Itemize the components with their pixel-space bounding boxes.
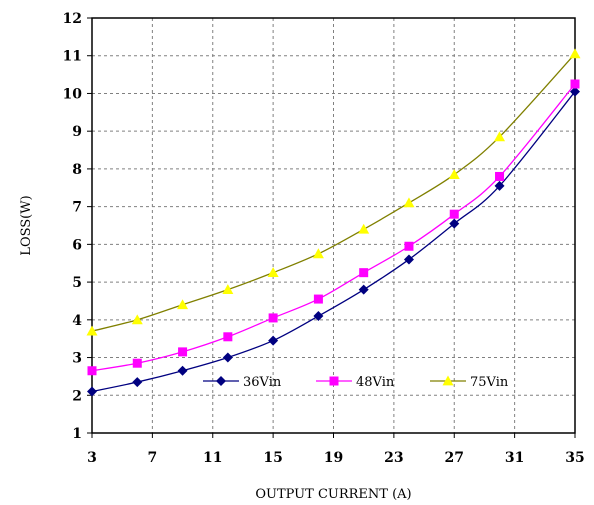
y-tick-label: 10	[63, 86, 83, 102]
data-point-75Vin	[86, 325, 98, 336]
data-point-75Vin	[131, 314, 143, 325]
data-point-36Vin	[449, 218, 460, 229]
x-axis-ticks: 3 7 11 15 19 23 27 31 35	[87, 433, 585, 466]
x-tick-label: 3	[87, 450, 97, 466]
data-point-75Vin	[494, 131, 506, 142]
data-point-36Vin	[132, 377, 143, 388]
y-tick-label: 3	[72, 351, 82, 367]
legend: 36Vin 48Vin 75Vin	[203, 375, 509, 390]
y-tick-label: 9	[72, 124, 82, 140]
y-tick-label: 7	[72, 200, 82, 216]
data-point-48Vin	[223, 332, 233, 342]
data-point-48Vin	[404, 241, 414, 251]
y-tick-label: 11	[63, 49, 82, 65]
series-markers	[86, 48, 581, 397]
series-line-75Vin	[91, 53, 576, 332]
x-axis-title: OUTPUT CURRENT (A)	[255, 487, 411, 502]
data-point-48Vin	[570, 79, 580, 89]
y-tick-label: 1	[72, 426, 82, 442]
data-point-36Vin	[570, 86, 580, 97]
y-tick-label: 2	[72, 388, 82, 404]
x-tick-label: 27	[445, 450, 464, 466]
data-point-48Vin	[449, 209, 459, 219]
data-point-75Vin	[448, 169, 460, 179]
data-point-36Vin	[87, 386, 97, 397]
data-point-36Vin	[268, 335, 279, 346]
x-tick-label: 7	[148, 450, 158, 466]
data-point-75Vin	[312, 248, 324, 259]
y-tick-label: 4	[72, 313, 82, 329]
x-tick-label: 15	[263, 450, 282, 466]
data-point-36Vin	[177, 365, 188, 376]
data-point-36Vin	[358, 284, 369, 295]
legend-label-75Vin: 75Vin	[470, 375, 509, 390]
data-point-48Vin	[359, 268, 369, 278]
y-tick-label: 5	[72, 275, 82, 291]
x-tick-label: 31	[505, 450, 524, 466]
data-point-75Vin	[403, 197, 415, 208]
y-tick-label: 8	[72, 162, 82, 178]
data-point-75Vin	[569, 48, 581, 59]
data-point-48Vin	[268, 313, 278, 323]
data-point-75Vin	[267, 267, 279, 278]
data-point-36Vin	[403, 254, 414, 265]
legend-label-48Vin: 48Vin	[356, 375, 395, 390]
x-tick-label: 11	[203, 450, 222, 466]
grid-lines	[92, 18, 575, 433]
y-tick-label: 6	[72, 237, 82, 253]
data-point-48Vin	[132, 358, 142, 368]
y-axis-title: LOSS(W)	[19, 195, 34, 255]
x-tick-label: 23	[384, 450, 403, 466]
data-point-36Vin	[313, 311, 324, 322]
data-point-48Vin	[87, 366, 97, 376]
data-point-48Vin	[178, 347, 188, 357]
legend-marker-48Vin	[329, 376, 339, 386]
data-point-75Vin	[222, 284, 234, 295]
legend-marker-36Vin	[216, 376, 226, 386]
data-point-75Vin	[358, 223, 370, 234]
legend-marker-75Vin	[442, 375, 454, 386]
legend-label-36Vin: 36Vin	[243, 375, 282, 390]
x-tick-label: 35	[565, 450, 584, 466]
y-tick-label: 12	[63, 11, 82, 27]
data-point-36Vin	[494, 180, 505, 191]
data-point-75Vin	[177, 299, 189, 310]
data-point-36Vin	[222, 352, 233, 363]
data-point-48Vin	[313, 294, 323, 304]
data-point-48Vin	[495, 171, 505, 181]
x-tick-label: 19	[324, 450, 343, 466]
